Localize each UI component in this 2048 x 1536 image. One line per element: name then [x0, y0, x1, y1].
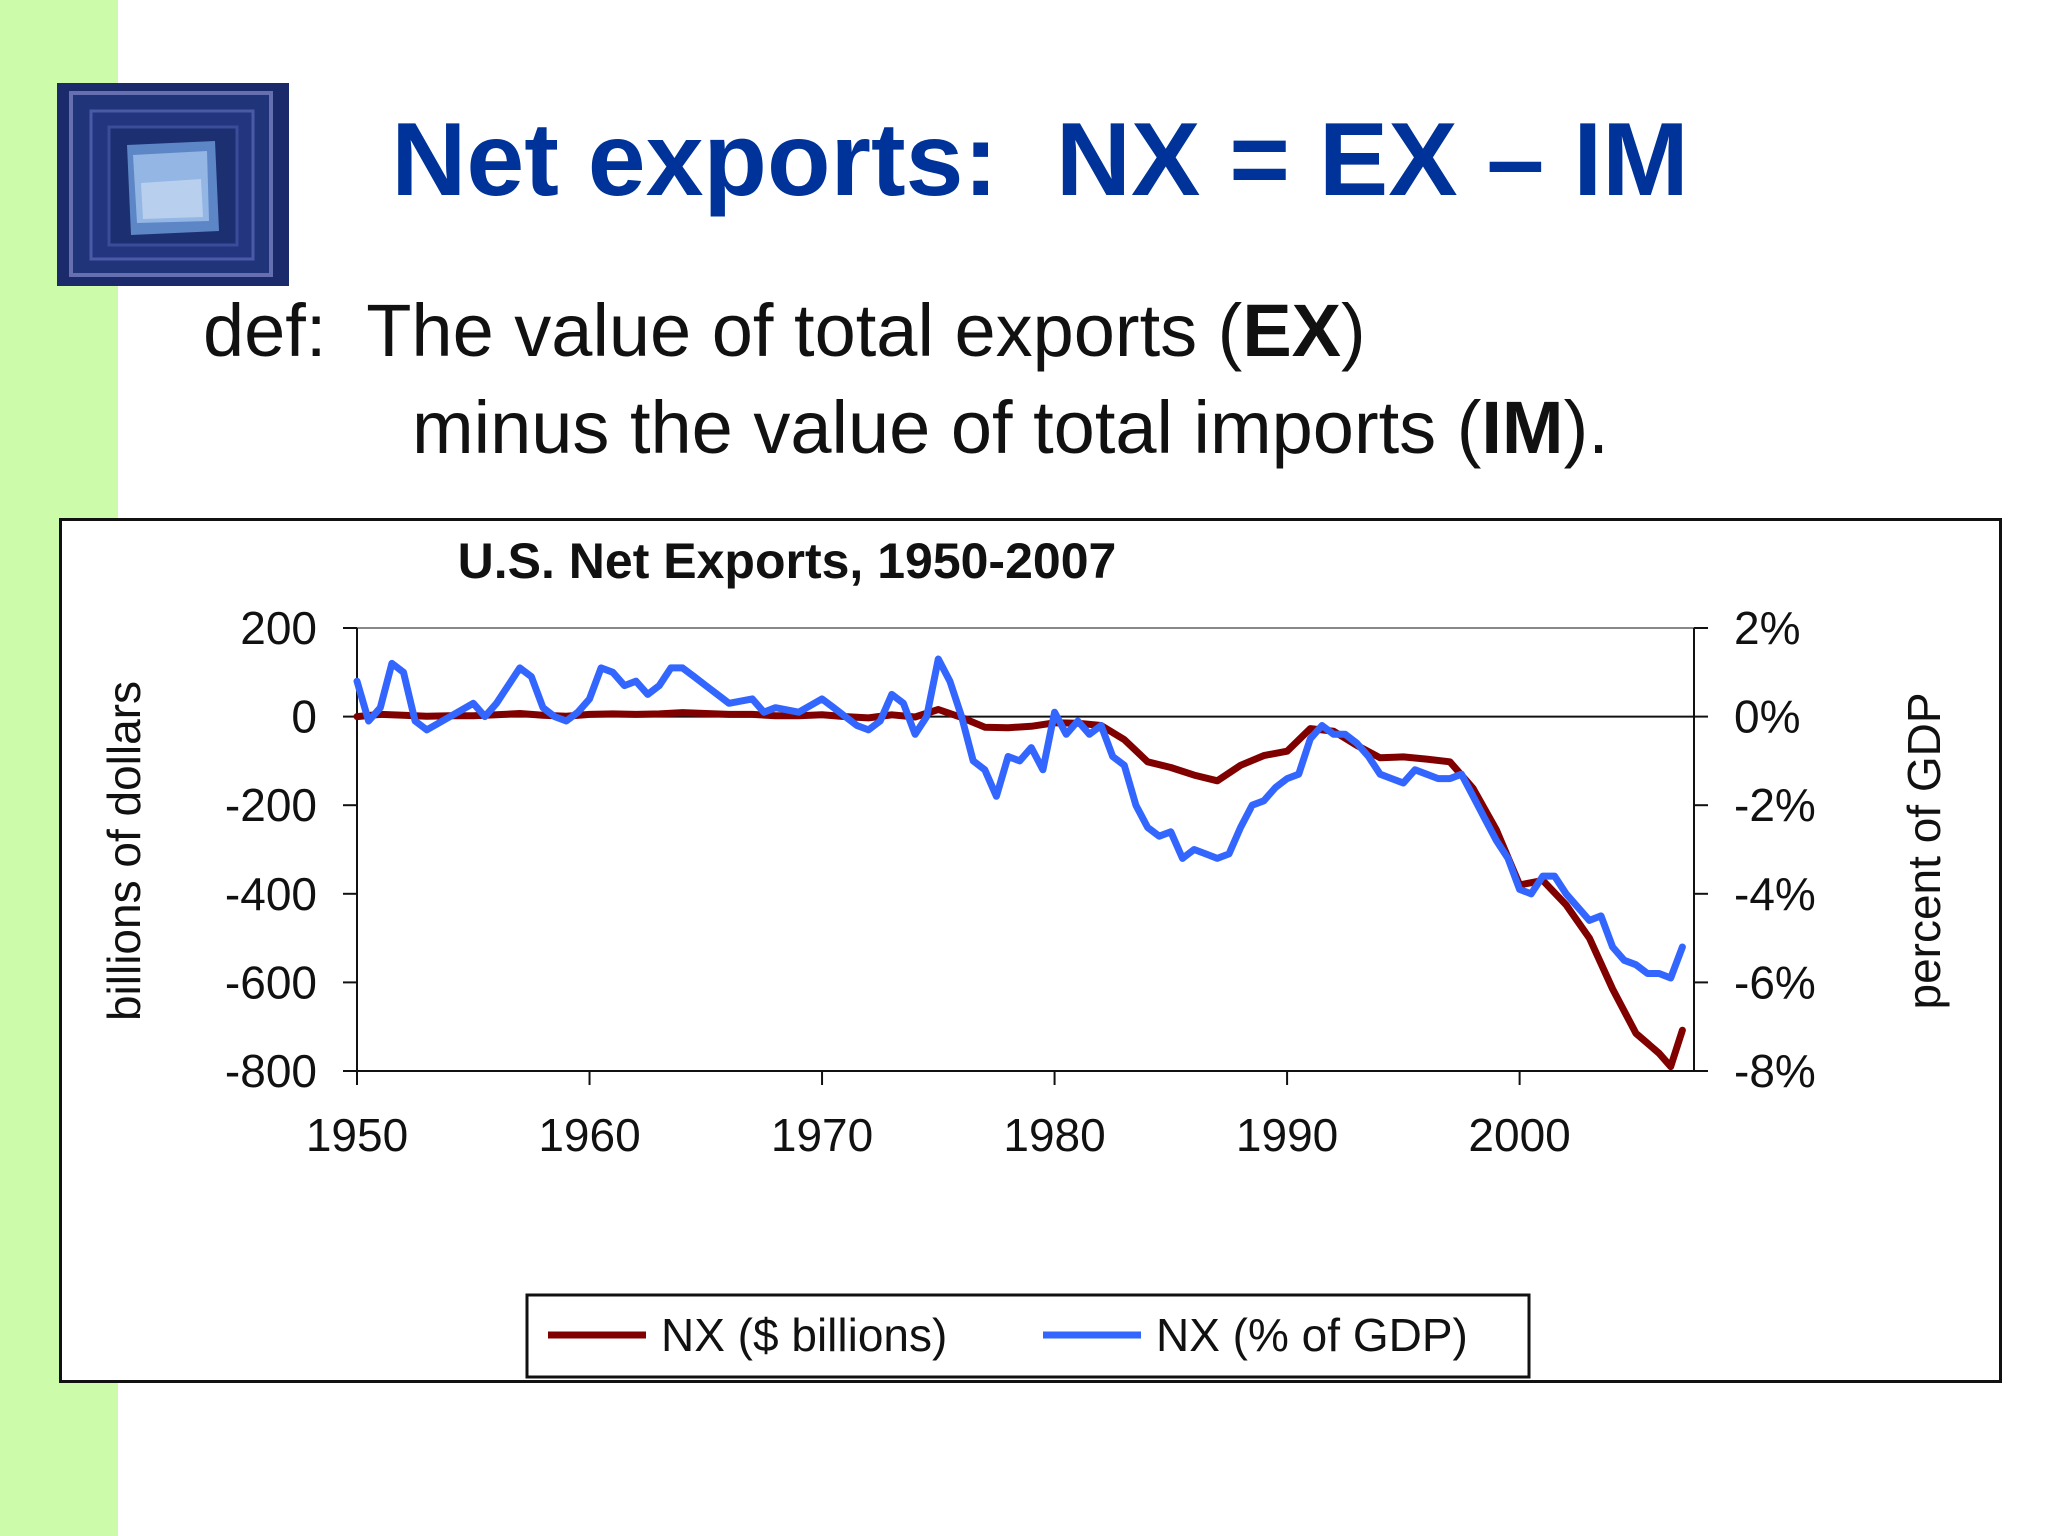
legend-label-gdp: NX (% of GDP)	[1156, 1309, 1468, 1361]
y-tick-label: 0	[291, 691, 317, 743]
x-tick-label: 1980	[1003, 1109, 1105, 1161]
blue-square-tunnel-logo	[57, 83, 289, 286]
y2-tick-label: -8%	[1734, 1045, 1816, 1097]
series-line-nx-billions	[353, 706, 1686, 1071]
y-tick-label: -800	[225, 1045, 317, 1097]
definition-line-1: def: The value of total exports (EX)	[203, 289, 1366, 372]
page-title: Net exports: NX = EX – IM	[391, 102, 1689, 218]
plot-area	[356, 627, 1695, 1072]
series-line-nx-gdp	[353, 655, 1686, 982]
x-tick-label: 1970	[771, 1109, 873, 1161]
x-tick-label: 2000	[1468, 1109, 1570, 1161]
y2-tick-label: 0%	[1734, 691, 1800, 743]
legend-label-billions: NX ($ billions)	[661, 1309, 947, 1361]
y2-tick-label: 2%	[1734, 602, 1800, 654]
y-tick-label: 200	[240, 602, 317, 654]
chart-title: U.S. Net Exports, 1950-2007	[458, 533, 1117, 589]
y-tick-label: -200	[225, 779, 317, 831]
y2-tick-label: -6%	[1734, 956, 1816, 1008]
net-exports-chart: U.S. Net Exports, 1950-2007 2000-200-400…	[98, 533, 1950, 1379]
y-tick-label: -600	[225, 956, 317, 1008]
y2-tick-label: -4%	[1734, 868, 1816, 920]
x-tick-label: 1960	[538, 1109, 640, 1161]
chart-frame: U.S. Net Exports, 1950-2007 200 0 -200 -400…	[59, 518, 2002, 1383]
y2-axis-label: percent of GDP	[1898, 692, 1950, 1009]
definition-line-2: minus the value of total imports (IM).	[412, 386, 1609, 469]
x-tick-label: 1950	[306, 1109, 408, 1161]
y-tick-label: -400	[225, 868, 317, 920]
y2-tick-label: -2%	[1734, 779, 1816, 831]
x-tick-label: 1990	[1236, 1109, 1338, 1161]
y-axis-label: billions of dollars	[98, 681, 150, 1021]
chart-legend	[525, 1293, 1531, 1379]
